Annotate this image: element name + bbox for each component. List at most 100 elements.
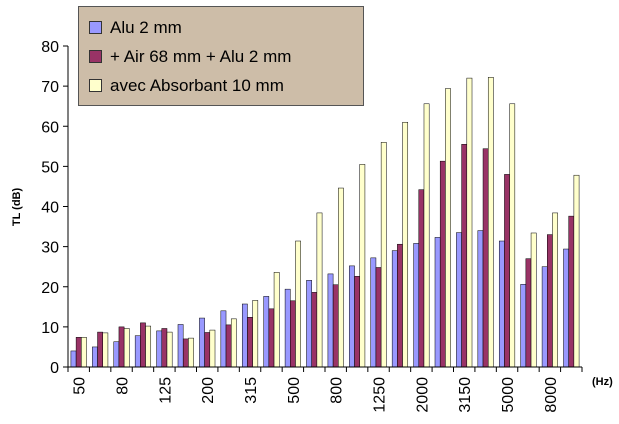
bar-absorbant-1600 [402,121,409,368]
bar-absorbant-5000 [509,103,516,368]
bar-absorbant-1000 [359,164,366,368]
bar-air-63 [97,331,103,368]
y-tick-label-20: 20 [41,280,59,297]
bar-alu-250 [220,310,227,368]
bar-air-100 [140,322,146,368]
bar-alu-1250 [370,257,377,368]
bar-alu-10000 [563,248,569,368]
bar-absorbant-6300 [530,232,537,368]
bar-alu-800 [327,273,334,368]
bar-air-5000 [504,174,510,368]
bar-air-800 [332,284,339,368]
bar-alu-315 [241,303,248,368]
bar-absorbant-125 [166,331,173,368]
bar-air-50 [75,337,82,368]
bar-alu-80 [113,341,120,368]
x-tick-label-5000: 5000 [500,377,517,413]
x-tick-label-50: 50 [72,377,89,395]
x-tick-label-500: 500 [286,377,303,404]
bar-air-500 [290,300,296,368]
legend-label-air: + Air 68 mm + Alu 2 mm [110,46,292,66]
bar-air-10000 [568,215,575,368]
bar-alu-3150 [456,232,462,368]
bar-absorbant-630 [316,212,323,368]
x-tick-label-200: 200 [200,377,217,404]
x-tick-label-800: 800 [329,377,346,404]
bar-air-2500 [439,160,446,368]
bar-absorbant-400 [273,272,280,368]
x-tick-label-1250: 1250 [372,377,389,413]
bar-air-80 [118,326,125,368]
bar-absorbant-160 [188,337,194,368]
bar-absorbant-100 [145,325,152,368]
bar-alu-50 [70,350,77,368]
x-tick-label-8000: 8000 [543,377,560,413]
bar-air-250 [225,324,232,368]
bar-absorbant-10000 [573,174,580,368]
legend-item-alu: Alu 2 mm [89,13,363,42]
bar-alu-100 [134,335,141,368]
bar-alu-400 [263,296,270,368]
bar-alu-5000 [498,240,505,368]
legend-label-alu: Alu 2 mm [110,17,182,37]
y-tick-label-80: 80 [41,39,59,56]
bar-absorbant-50 [81,337,87,368]
bar-alu-500 [284,288,291,368]
legend-swatch-absorbant [89,79,102,92]
bar-alu-630 [306,280,312,368]
bar-air-2000 [418,189,425,368]
legend-swatch-air [89,50,102,63]
x-axis-label: (Hz) [592,376,613,388]
bar-air-200 [204,332,211,368]
bar-absorbant-1250 [380,142,387,368]
bar-air-4000 [482,148,489,368]
y-tick-label-40: 40 [41,200,59,217]
y-tick-label-60: 60 [41,119,59,136]
bar-alu-125 [156,330,163,368]
bar-absorbant-200 [209,329,216,368]
bar-air-400 [268,308,275,368]
bar-alu-8000 [541,266,548,368]
x-tick-label-80: 80 [115,377,132,395]
bar-absorbant-4000 [487,77,494,368]
y-tick-label-70: 70 [41,79,59,96]
bar-air-160 [182,338,189,368]
x-tick-label-125: 125 [157,377,174,404]
bar-absorbant-2500 [445,88,451,368]
bar-absorbant-2000 [423,103,430,368]
legend-label-absorbant: avec Absorbant 10 mm [110,75,284,95]
bar-air-630 [311,292,318,368]
legend: Alu 2 mm + Air 68 mm + Alu 2 mm avec Abs… [78,6,364,106]
axes-layer: 0 10 20 30 40 50 60 70 80 50 80 125 200 315 500 800 1250… [41,39,583,413]
bar-absorbant-3150 [466,77,473,368]
legend-swatch-alu [89,21,102,34]
bar-alu-2500 [434,237,441,368]
bar-alu-2000 [413,243,420,368]
bar-alu-1000 [349,265,355,368]
bar-alu-63 [92,346,98,368]
bar-air-1250 [375,267,382,368]
y-tick-label-0: 0 [50,360,59,377]
y-tick-label-50: 50 [41,159,59,176]
x-tick-label-2000: 2000 [414,377,431,413]
bar-air-125 [161,328,168,368]
bar-absorbant-315 [252,300,259,368]
bar-absorbant-250 [230,318,237,368]
bar-air-1000 [354,276,360,368]
bar-absorbant-8000 [552,212,558,368]
bar-air-3150 [461,144,468,368]
bar-absorbant-500 [295,240,301,368]
y-axis-label: TL (dB) [11,188,23,227]
x-tick-label-3150: 3150 [457,377,474,413]
legend-item-absorbant: avec Absorbant 10 mm [89,71,363,100]
bar-air-315 [247,317,253,368]
y-tick-label-10: 10 [41,320,59,337]
bar-air-8000 [547,234,553,368]
legend-item-air: + Air 68 mm + Alu 2 mm [89,42,363,71]
bar-absorbant-800 [338,187,344,368]
bar-alu-6300 [520,284,527,368]
bar-absorbant-80 [123,328,130,368]
y-tick-label-30: 30 [41,240,59,257]
bar-air-1600 [397,243,403,368]
x-tick-label-315: 315 [243,377,260,404]
